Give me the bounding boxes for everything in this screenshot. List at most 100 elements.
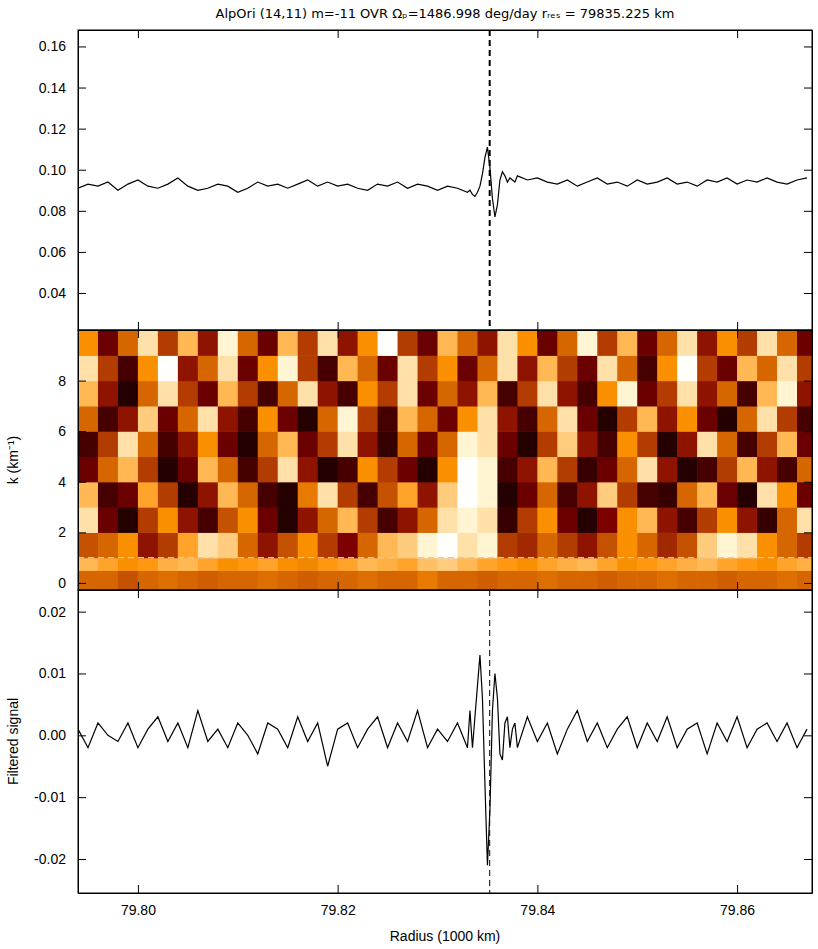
- heatmap-cell: [497, 507, 518, 533]
- x-tick-top: [737, 30, 738, 38]
- x-tick: [338, 322, 339, 330]
- heatmap-cell: [198, 507, 219, 533]
- x-tick-mark: [338, 30, 339, 38]
- heatmap-cell: [358, 381, 379, 407]
- y-tick-label: 0.16: [39, 38, 66, 54]
- heatmap-cell: [637, 330, 658, 356]
- heatmap-cell: [158, 330, 179, 356]
- heatmap-cell: [198, 330, 219, 356]
- heatmap-cell: [777, 406, 798, 432]
- heatmap-cell: [318, 330, 339, 356]
- heatmap-cell: [118, 355, 139, 381]
- heatmap-cell: [218, 558, 239, 571]
- y-tick: 0.08: [39, 203, 86, 219]
- y-tick-mark: [78, 381, 86, 382]
- heatmap-cell: [438, 456, 459, 482]
- heatmap-cell: [777, 482, 798, 508]
- y-axis-right: [804, 591, 813, 894]
- heatmap-cell: [358, 406, 379, 432]
- heatmap-cell: [797, 558, 812, 571]
- heatmap-cell: [378, 507, 399, 533]
- y-tick-right: [804, 211, 812, 212]
- heatmap-cell: [78, 381, 99, 407]
- heatmap-cell: [797, 381, 812, 407]
- heatmap-cell: [418, 456, 439, 482]
- heatmap-cell: [537, 431, 558, 457]
- y-axis-right-line: [812, 331, 813, 591]
- x-tick-label: 79.84: [520, 902, 555, 918]
- y-tick-label: 0.14: [39, 80, 66, 96]
- x-tick-mark: [338, 885, 339, 893]
- heatmap-cell: [677, 507, 698, 533]
- heatmap-cell: [777, 381, 798, 407]
- x-tick-mark: [737, 322, 738, 330]
- heatmap-cell: [777, 330, 798, 356]
- heatmap-cell: [757, 406, 778, 432]
- y-tick-mark: [78, 211, 86, 212]
- heatmap-cell: [178, 570, 199, 590]
- heatmap-cell: [338, 355, 359, 381]
- x-tick-label: 79.86: [720, 902, 755, 918]
- heatmap-cell: [278, 456, 299, 482]
- x-tick-top: [338, 30, 339, 38]
- heatmap-cell: [298, 406, 319, 432]
- y-tick-mark: [804, 859, 812, 860]
- heatmap-cell: [318, 406, 339, 432]
- heatmap-cell: [398, 456, 419, 482]
- heatmap-cell: [178, 431, 199, 457]
- heatmap-cell: [358, 431, 379, 457]
- heatmap-cell: [258, 431, 279, 457]
- heatmap-cell: [338, 330, 359, 356]
- data-line: [78, 655, 807, 865]
- heatmap-cell: [218, 570, 239, 590]
- heatmap-cell: [597, 330, 618, 356]
- x-tick: [138, 582, 139, 590]
- heatmap-cell: [797, 507, 812, 533]
- heatmap-cell: [438, 330, 459, 356]
- heatmap-cell: [777, 507, 798, 533]
- heatmap-cell: [697, 507, 718, 533]
- heatmap-cell: [537, 532, 558, 558]
- heatmap-cell: [438, 507, 459, 533]
- heatmap-cell: [617, 558, 638, 571]
- heatmap-cell: [797, 532, 812, 558]
- heatmap-cell: [517, 456, 538, 482]
- heatmap-cell: [537, 507, 558, 533]
- heatmap-cell: [657, 431, 678, 457]
- heatmap-cell: [677, 558, 698, 571]
- x-tick-mark: [537, 885, 538, 893]
- heatmap-cell: [777, 532, 798, 558]
- heatmap-cell: [537, 355, 558, 381]
- heatmap-cell: [158, 558, 179, 571]
- heatmap-cell: [218, 456, 239, 482]
- x-tick-mark: [537, 582, 538, 590]
- x-axis-top-line: [79, 330, 813, 331]
- heatmap-cell: [457, 330, 478, 356]
- heatmap-cell: [118, 482, 139, 508]
- heatmap-cell: [517, 381, 538, 407]
- y-tick-right: [804, 431, 812, 432]
- x-tick-mark: [338, 582, 339, 590]
- y-axis-line: [78, 31, 79, 331]
- heatmap-cell: [497, 355, 518, 381]
- heatmap-cell: [717, 507, 738, 533]
- x-axis-line: [79, 330, 813, 331]
- heatmap-cell: [258, 355, 279, 381]
- heatmap-cell: [198, 482, 219, 508]
- heatmap-cell: [278, 507, 299, 533]
- y-tick-label: 4: [58, 474, 66, 490]
- y-tick-mark: [804, 431, 812, 432]
- y-tick-label: -0.01: [34, 789, 66, 805]
- y-axis: 0.040.060.080.100.120.140.16: [39, 31, 86, 331]
- y-tick-mark: [804, 293, 812, 294]
- x-axis: [79, 582, 813, 591]
- heatmap-cell: [338, 406, 359, 432]
- heatmap-cell: [557, 355, 578, 381]
- x-axis-line: [79, 893, 813, 894]
- y-tick: 8: [58, 373, 86, 389]
- heatmap-cell: [737, 558, 758, 571]
- heatmap-cell: [657, 570, 678, 590]
- heatmap-cell: [318, 558, 339, 571]
- heatmap-cell: [178, 406, 199, 432]
- x-tick-top: [537, 30, 538, 38]
